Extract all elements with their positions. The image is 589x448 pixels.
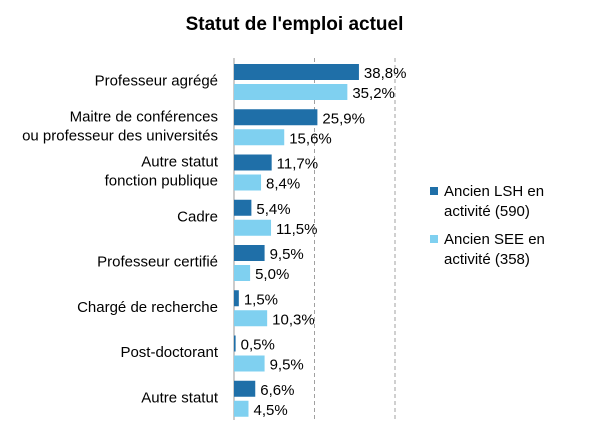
legend-label: Ancien SEE en activité (358) [444, 231, 545, 268]
bar [234, 219, 272, 236]
data-label: 4,5% [253, 402, 287, 419]
category-label: Post-doctorant [120, 344, 218, 361]
category-label: Cadre [177, 208, 218, 225]
data-label: 5,0% [255, 266, 289, 283]
bar [234, 154, 272, 171]
bar [234, 174, 262, 191]
data-label: 35,2% [352, 85, 395, 102]
category-label: Chargé de recherche [77, 299, 218, 316]
data-label: 25,9% [322, 110, 365, 127]
legend-label: Ancien LSH en activité (590) [444, 183, 544, 220]
data-label: 38,8% [364, 65, 407, 82]
data-label: 1,5% [244, 291, 278, 308]
bar [234, 380, 256, 397]
data-label: 6,6% [260, 382, 294, 399]
bar [234, 245, 265, 261]
data-label: 8,4% [266, 176, 300, 193]
bar [234, 290, 239, 307]
data-label: 0,5% [241, 337, 275, 354]
data-label: 9,5% [270, 357, 304, 374]
category-label: Autre statut [141, 389, 219, 406]
legend-swatch [430, 235, 438, 243]
bar [234, 355, 265, 372]
chart-title: Statut de l'emploi actuel [185, 14, 404, 35]
category-label: Professeur agrégé [95, 73, 218, 90]
category-label: Autre statut fonction publique [105, 154, 219, 190]
legend-swatch [430, 187, 438, 195]
bar [234, 199, 252, 216]
data-label: 11,7% [277, 156, 318, 173]
data-label: 15,6% [289, 130, 332, 147]
bar [234, 129, 285, 146]
bar [234, 84, 348, 100]
category-label: Professeur certifié [97, 254, 218, 271]
bar [234, 335, 236, 352]
bar [234, 310, 268, 327]
bar [234, 64, 359, 80]
bar [234, 265, 251, 281]
data-label: 10,3% [272, 311, 315, 328]
data-label: 9,5% [270, 246, 304, 263]
data-label: 5,4% [256, 201, 290, 218]
bar [234, 400, 249, 417]
data-label: 11,5% [276, 221, 317, 238]
category-label: Maitre de conférences ou professeur des u… [22, 108, 218, 144]
bar [234, 109, 318, 126]
